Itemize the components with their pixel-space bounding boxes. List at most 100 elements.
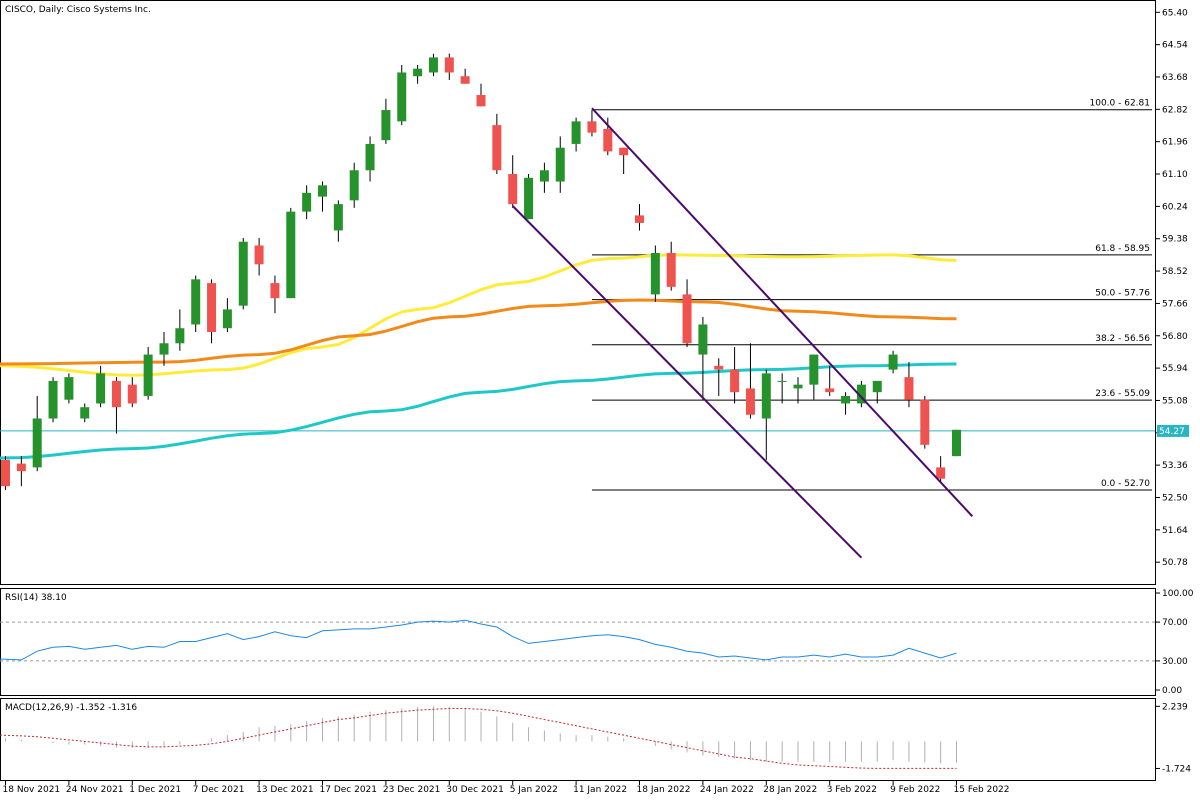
candle-bullish: [555, 147, 565, 182]
candle-bearish: [111, 380, 121, 408]
candle-bearish: [603, 128, 613, 152]
candle-bearish: [714, 365, 724, 370]
candle-bullish: [809, 354, 819, 385]
price-tick-label: 65.40: [1162, 8, 1188, 18]
moving-average-line-3: [0, 362, 957, 460]
rsi-pane-border: [0, 588, 1156, 696]
macd-signal-line: [0, 708, 957, 769]
candles: [1, 53, 961, 490]
price-tick-label: 56.80: [1162, 332, 1188, 342]
macd-tick-label: -1.724: [1162, 764, 1191, 774]
candle-bullish: [761, 373, 771, 419]
date-tick-label: 18 Jan 2022: [637, 785, 691, 795]
candle-bullish: [539, 170, 549, 182]
price-tick-label: 53.36: [1162, 461, 1188, 471]
candle-bearish: [920, 399, 930, 445]
price-tick-label: 63.68: [1162, 73, 1188, 83]
date-tick-label: 24 Nov 2021: [66, 785, 124, 795]
current-price-tag: [1157, 424, 1189, 437]
date-tick-label: 7 Dec 2021: [193, 785, 245, 795]
candle-bullish: [365, 143, 375, 171]
candle-bearish: [16, 463, 26, 472]
chart-title: CISCO, Daily: Cisco Systems Inc.: [5, 5, 151, 15]
candle-bullish: [159, 343, 169, 355]
candle-bearish: [635, 215, 644, 223]
fib-level-label: 23.6 - 55.09: [1095, 389, 1150, 399]
candle-bearish: [825, 388, 835, 393]
candle-bearish: [476, 95, 486, 107]
candle-bullish: [302, 192, 312, 212]
candle-bullish: [777, 380, 787, 382]
candle-bullish: [64, 377, 74, 400]
candle-bullish: [888, 354, 898, 370]
candle-bearish: [682, 294, 692, 344]
rsi-line: [0, 619, 957, 661]
date-tick-label: 1 Dec 2021: [129, 785, 181, 795]
price-tick-label: 52.50: [1162, 493, 1188, 503]
price-tick-label: 59.38: [1162, 235, 1188, 245]
candle-bearish: [904, 377, 914, 400]
candle-bullish: [841, 395, 851, 404]
candle-bullish: [96, 373, 106, 404]
candle-bullish: [872, 380, 882, 393]
fib-level-label: 0.0 - 52.70: [1101, 479, 1150, 489]
candle-bullish: [650, 253, 660, 295]
price-tick-label: 61.96: [1162, 138, 1188, 148]
fib-level-label: 50.0 - 57.76: [1095, 289, 1150, 299]
candle-bearish: [745, 388, 755, 415]
moving-average-line-1: [0, 253, 957, 377]
date-tick-label: 24 Jan 2022: [700, 785, 754, 795]
candle-bullish: [397, 72, 407, 122]
date-tick-label: 15 Feb 2022: [954, 785, 1010, 795]
date-tick-label: 11 Jan 2022: [573, 785, 627, 795]
date-axis: 18 Nov 2021 24 Nov 2021 1 Dec 2021 7 Dec 20…: [3, 781, 1010, 795]
candle-bullish: [349, 170, 359, 201]
candle-bullish: [381, 110, 391, 141]
macd-pane-border: [0, 698, 1156, 781]
candle-bearish: [270, 283, 280, 299]
price-tick-label: 60.24: [1162, 202, 1188, 212]
price-tick-label: 55.08: [1162, 396, 1188, 406]
candle-bearish: [207, 283, 217, 332]
price-tick-label: 58.52: [1162, 267, 1188, 277]
price-tick-label: 61.10: [1162, 170, 1188, 180]
candle-bullish: [524, 177, 534, 220]
price-tick-label: 62.82: [1162, 105, 1188, 115]
candle-bullish: [413, 68, 423, 77]
price-tick-label: 50.78: [1162, 558, 1188, 568]
date-tick-label: 28 Jan 2022: [763, 785, 817, 795]
candle-bullish: [143, 354, 153, 396]
date-tick-label: 9 Feb 2022: [890, 785, 940, 795]
candle-bullish: [952, 429, 961, 457]
rsi-tick-label: 30.00: [1162, 657, 1188, 667]
price-tick-label: 51.64: [1162, 526, 1188, 536]
candle-bearish: [730, 369, 740, 393]
candle-bullish: [48, 380, 58, 419]
candle-bullish: [793, 384, 803, 389]
candle-bullish: [80, 407, 90, 419]
candle-bearish: [254, 245, 264, 265]
price-tick-label: 64.54: [1162, 41, 1188, 51]
candle-bearish: [508, 174, 518, 205]
candle-bearish: [1, 459, 10, 487]
candle-bearish: [460, 76, 470, 84]
candle-bullish: [698, 324, 708, 355]
candle-bearish: [619, 147, 629, 156]
candle-bearish: [492, 125, 502, 171]
candle-bullish: [333, 204, 343, 231]
candle-bullish: [238, 241, 248, 306]
rsi-tick-label: 0.00: [1162, 686, 1182, 696]
date-tick-label: 18 Nov 2021: [3, 785, 61, 795]
candle-bullish: [175, 328, 185, 344]
rsi-label: RSI(14) 38.10: [5, 593, 67, 603]
price-axis: 65.40 64.54 63.68 62.82 61.96 61.10 60.24 59.38…: [0, 8, 1189, 568]
price-tick-label: 55.94: [1162, 364, 1188, 374]
candle-bullish: [318, 185, 327, 197]
candle-bearish: [127, 384, 137, 404]
candle-bearish: [936, 467, 946, 479]
date-tick-label: 23 Dec 2021: [383, 785, 441, 795]
candle-bullish: [286, 211, 296, 299]
moving-average-line-2: [0, 298, 957, 366]
channel-line: [511, 205, 863, 559]
